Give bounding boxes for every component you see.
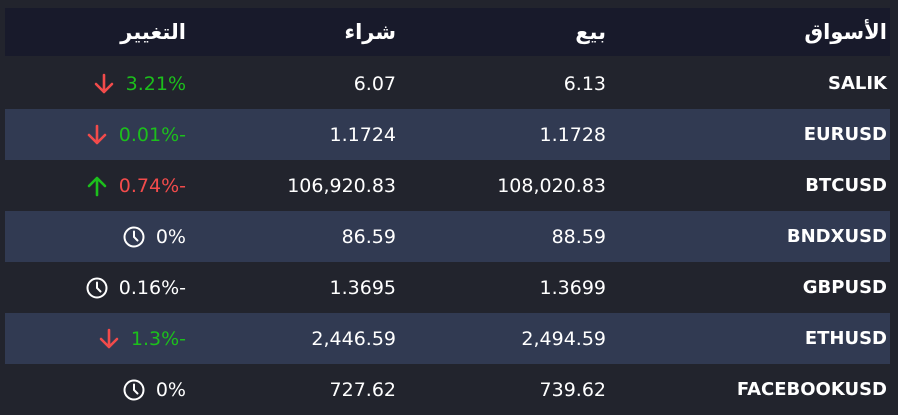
buy-price: 727.62: [329, 378, 396, 401]
table-row[interactable]: 1.3%- 2,446.59 2,494.59 ETHUSD: [5, 313, 890, 364]
change-cell: 0%: [5, 378, 189, 402]
sell-price: 739.62: [539, 378, 606, 401]
arrow-down-icon: [85, 123, 109, 147]
change-value: 0.74%-: [118, 174, 186, 197]
clock-icon: [122, 225, 146, 249]
clock-icon: [122, 378, 146, 402]
header-sell: بيع: [575, 20, 606, 44]
table-row[interactable]: 0.01%- 1.1724 1.1728 EURUSD: [5, 109, 890, 160]
arrow-up-icon: [85, 174, 109, 198]
change-value: 0%: [155, 225, 186, 248]
change-cell: 3.21%: [5, 72, 189, 96]
market-symbol[interactable]: GBPUSD: [802, 277, 887, 298]
arrow-down-icon: [97, 327, 121, 351]
table-row[interactable]: 0% 86.59 88.59 BNDXUSD: [5, 211, 890, 262]
change-cell: 0%: [5, 225, 189, 249]
sell-price: 108,020.83: [497, 174, 606, 197]
table-row[interactable]: 3.21% 6.07 6.13 SALIK: [5, 58, 890, 109]
sell-price: 6.13: [563, 72, 606, 95]
change-cell: 0.01%-: [5, 123, 189, 147]
market-symbol[interactable]: FACEBOOKUSD: [736, 379, 887, 400]
market-symbol[interactable]: SALIK: [827, 73, 887, 94]
sell-price: 2,494.59: [521, 327, 606, 350]
markets-table: التغيير شراء بيع الأسواق 3.21% 6.07 6.13 SA…: [5, 8, 890, 415]
change-cell: 0.16%-: [5, 276, 189, 300]
sell-price: 1.3699: [539, 276, 606, 299]
market-symbol[interactable]: BTCUSD: [805, 175, 887, 196]
table-row[interactable]: 0.16%- 1.3695 1.3699 GBPUSD: [5, 262, 890, 313]
change-value: 0.16%-: [118, 276, 186, 299]
table-row[interactable]: 0% 727.62 739.62 FACEBOOKUSD: [5, 364, 890, 415]
header-change: التغيير: [120, 20, 186, 44]
table-row[interactable]: 0.74%- 106,920.83 108,020.83 BTCUSD: [5, 160, 890, 211]
arrow-down-icon: [92, 72, 116, 96]
buy-price: 86.59: [341, 225, 396, 248]
change-cell: 0.74%-: [5, 174, 189, 198]
buy-price: 1.1724: [329, 123, 396, 146]
sell-price: 1.1728: [539, 123, 606, 146]
buy-price: 2,446.59: [311, 327, 396, 350]
table-header: التغيير شراء بيع الأسواق: [5, 8, 890, 56]
change-cell: 1.3%-: [5, 327, 189, 351]
change-value: 0.01%-: [118, 123, 186, 146]
header-markets: الأسواق: [804, 20, 887, 44]
change-value: 0%: [155, 378, 186, 401]
clock-icon: [85, 276, 109, 300]
market-symbol[interactable]: BNDXUSD: [786, 226, 887, 247]
buy-price: 6.07: [353, 72, 396, 95]
market-symbol[interactable]: EURUSD: [803, 124, 887, 145]
buy-price: 1.3695: [329, 276, 396, 299]
buy-price: 106,920.83: [287, 174, 396, 197]
change-value: 1.3%-: [130, 327, 186, 350]
header-buy: شراء: [344, 20, 396, 44]
market-symbol[interactable]: ETHUSD: [804, 328, 887, 349]
change-value: 3.21%: [125, 72, 186, 95]
sell-price: 88.59: [551, 225, 606, 248]
